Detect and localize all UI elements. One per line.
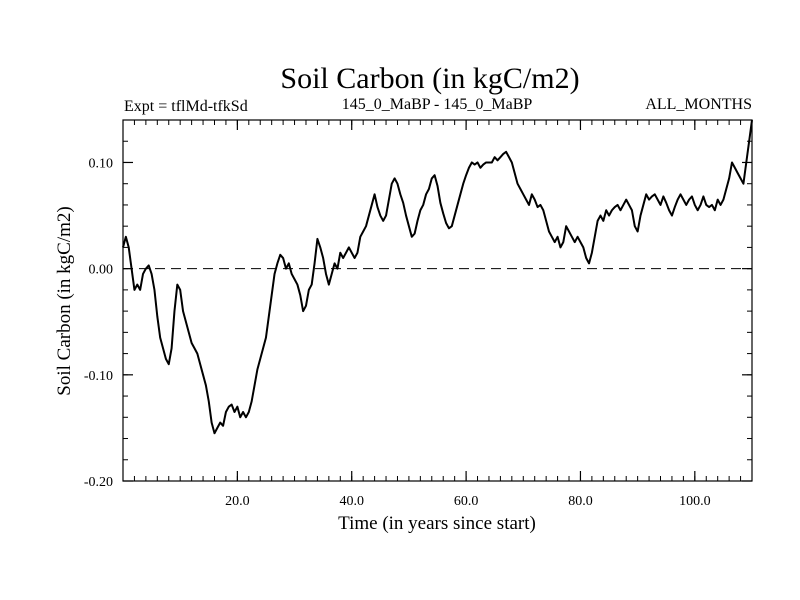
x-axis-label: Time (in years since start)	[338, 513, 536, 534]
x-tick-label: 80.0	[568, 494, 593, 509]
plot-frame	[122, 119, 753, 482]
chart-title: Soil Carbon (in kgC/m2)	[280, 62, 579, 95]
x-tick-label: 60.0	[454, 494, 479, 509]
series-line-soil-carbon	[122, 119, 753, 435]
x-axis-ticks: 20.0 40.0 60.0 80.0 100.0	[225, 120, 711, 509]
y-axis-ticks: 0.10 0.00 -0.10 -0.20	[84, 156, 752, 490]
period-label: 145_0_MaBP - 145_0_MaBP	[342, 96, 533, 113]
experiment-label: Expt = tflMd-tfkSd	[124, 98, 248, 115]
y-tick-label: -0.20	[84, 475, 113, 490]
x-tick-label: 100.0	[679, 494, 711, 509]
x-tick-label: 20.0	[225, 494, 250, 509]
y-tick-label: 0.00	[89, 263, 114, 278]
y-axis-label: Soil Carbon (in kgC/m2)	[54, 206, 75, 395]
months-label: ALL_MONTHS	[645, 96, 752, 113]
series-layer	[122, 119, 753, 435]
y-tick-label: -0.10	[84, 369, 113, 384]
y-tick-label: 0.10	[89, 156, 114, 171]
x-tick-label: 40.0	[339, 494, 364, 509]
